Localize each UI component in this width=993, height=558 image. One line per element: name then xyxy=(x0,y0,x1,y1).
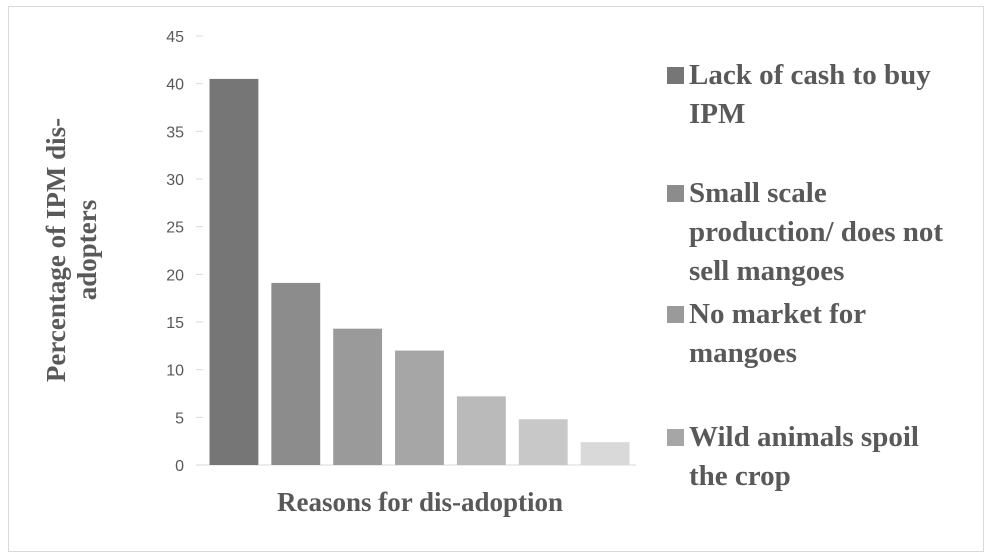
bars xyxy=(209,78,630,466)
legend-label-line: the crop xyxy=(689,460,791,492)
legend-swatch xyxy=(667,429,684,446)
y-tick-label: 0 xyxy=(175,458,184,475)
legend-item: Lack of cash to buy IPM xyxy=(667,59,931,130)
legend: Lack of cash to buy IPM Small scale product… xyxy=(667,59,943,492)
legend-item: Wild animals spoil the crop xyxy=(667,421,919,492)
bar xyxy=(456,396,506,465)
legend-item: No market for mangoes xyxy=(667,298,866,369)
legend-label-line: Wild animals spoil xyxy=(689,421,919,453)
bar xyxy=(518,419,568,465)
legend-label-line: production/ does not xyxy=(689,216,943,248)
y-tick-label: 10 xyxy=(166,363,184,380)
legend-label: Wild animals spoil the crop xyxy=(689,421,919,492)
y-tick-label: 20 xyxy=(166,267,184,284)
y-tick-label: 15 xyxy=(166,315,184,332)
legend-item: Small scale production/ does not sell mang… xyxy=(667,177,943,287)
legend-swatch xyxy=(667,306,684,323)
legend-label-line: IPM xyxy=(689,98,745,130)
legend-label: No market for mangoes xyxy=(689,298,866,369)
bar xyxy=(333,328,383,465)
y-axis-title: Percentage of IPM dis-adopters xyxy=(41,118,102,382)
legend-swatch xyxy=(667,185,684,202)
legend-swatch xyxy=(667,67,684,84)
y-axis-title-line: adopters xyxy=(72,200,102,301)
y-axis-title-line: Percentage of IPM dis- xyxy=(41,118,71,382)
y-tick-label: 35 xyxy=(166,124,184,141)
y-tick-label: 5 xyxy=(175,410,184,427)
bar xyxy=(271,282,321,465)
bar xyxy=(395,350,444,465)
legend-label-line: No market for xyxy=(689,298,866,330)
y-tick-label: 30 xyxy=(166,172,184,189)
legend-label-line: mangoes xyxy=(689,337,797,369)
legend-label-line: Small scale xyxy=(689,177,827,209)
y-tick-label: 45 xyxy=(166,29,184,46)
bar xyxy=(580,442,630,465)
legend-label: Lack of cash to buy IPM xyxy=(689,59,931,130)
x-axis-title: Reasons for dis-adoption xyxy=(277,487,563,517)
legend-label-line: Lack of cash to buy xyxy=(689,59,931,91)
y-tick-label: 40 xyxy=(166,77,184,94)
legend-label: Small scale production/ does not sell mang… xyxy=(689,177,943,287)
legend-label-line: sell mangoes xyxy=(689,255,844,287)
y-tick-label: 25 xyxy=(166,220,184,237)
bar xyxy=(209,78,259,466)
y-axis-ticks: 0 5 10 15 20 25 30 35 40 45 xyxy=(166,29,203,475)
